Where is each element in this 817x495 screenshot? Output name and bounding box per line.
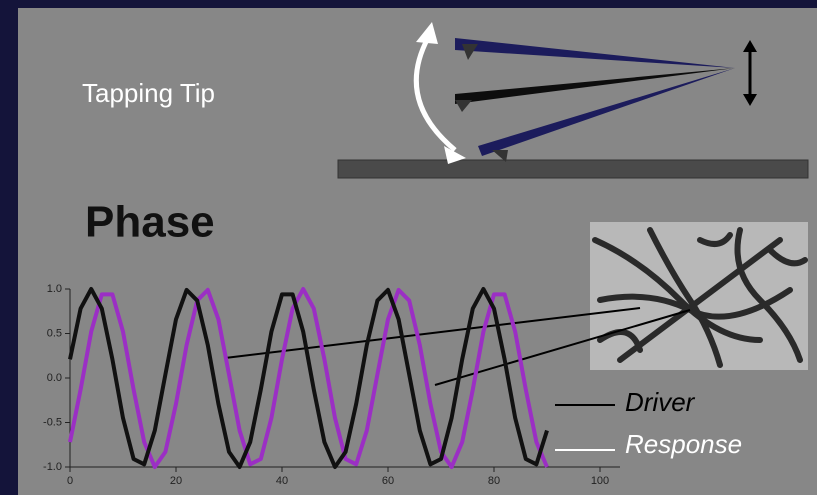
y-tick-label: -1.0	[43, 461, 62, 473]
x-tick-label: 60	[382, 475, 394, 487]
x-tick-label: 100	[591, 475, 609, 487]
x-tick-label: 20	[170, 475, 182, 487]
diagram-label: Tapping Tip	[82, 78, 215, 108]
y-tick-label: 1.0	[47, 283, 62, 295]
slide: Tapping Tip Phase Driver Response 1.0 0.5…	[0, 0, 817, 495]
x-tick-label: 0	[67, 475, 73, 487]
surface	[338, 160, 808, 178]
y-tick-label: 0.0	[47, 372, 62, 384]
y-tick-label: 0.5	[47, 327, 62, 339]
x-tick-label: 40	[276, 475, 288, 487]
legend-label: Response	[625, 429, 742, 459]
chart-title: Phase	[85, 198, 215, 247]
legend-label: Driver	[625, 387, 696, 417]
page: {"diagram": {"label": "Tapping Tip"}, "c…	[0, 0, 817, 495]
y-tick-label: -0.5	[43, 416, 62, 428]
x-tick-label: 80	[488, 475, 500, 487]
